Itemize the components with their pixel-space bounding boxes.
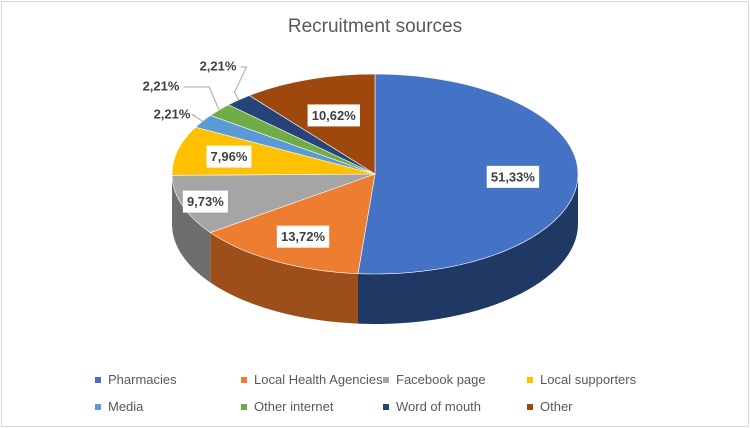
pie-slice-3 bbox=[171, 173, 376, 233]
data-label-7: 2,21% bbox=[200, 59, 237, 74]
data-label-5: 2,21% bbox=[154, 107, 191, 122]
pie-side-3 bbox=[172, 175, 211, 283]
pie-slice-1 bbox=[357, 73, 579, 275]
data-label-1: 51,33% bbox=[491, 169, 536, 184]
legend-label-4: Local supporters bbox=[540, 372, 637, 387]
legend-item-7: Word of mouth bbox=[383, 399, 481, 414]
leader-line-7 bbox=[234, 66, 248, 101]
pie-side-1 bbox=[357, 174, 578, 324]
legend-swatch-6 bbox=[241, 403, 247, 410]
chart-title: Recruitment sources bbox=[287, 16, 463, 37]
data-label-box-1 bbox=[486, 165, 540, 188]
legend-item-4: Local supporters bbox=[527, 372, 636, 387]
leader-line-6 bbox=[183, 86, 220, 111]
legend-label-3: Facebook page bbox=[396, 372, 486, 387]
legend-label-6: Other internet bbox=[254, 399, 334, 414]
legend-item-8: Other bbox=[527, 399, 573, 414]
legend-label-1: Pharmacies bbox=[108, 372, 177, 387]
data-label-8: 10,62% bbox=[312, 108, 357, 123]
legend-item-3: Facebook page bbox=[383, 372, 486, 387]
legend-swatch-8 bbox=[527, 403, 533, 410]
legend-item-5: Media bbox=[95, 399, 143, 414]
pie-side-walls bbox=[172, 174, 578, 324]
legend-item-1: Pharmacies bbox=[95, 372, 177, 387]
legend-swatch-2 bbox=[241, 376, 247, 383]
data-label-box-2 bbox=[276, 225, 330, 248]
data-label-4: 7,96% bbox=[211, 149, 248, 164]
data-label-box-4 bbox=[206, 145, 252, 168]
data-label-box-8 bbox=[307, 104, 360, 127]
data-label-3: 9,73% bbox=[187, 194, 224, 209]
data-label-box-3 bbox=[182, 190, 228, 213]
legend-label-2: Local Health Agencies bbox=[254, 372, 383, 387]
data-labels: 51,33% 13,72% 9,73% 7,96% 10,62% 2,21% 2,21% 2,… bbox=[143, 59, 540, 248]
pie-side-2 bbox=[210, 232, 358, 324]
pie-slice-2 bbox=[209, 173, 376, 274]
legend-item-2: Local Health Agencies bbox=[241, 372, 383, 387]
legend-item-6: Other internet bbox=[241, 399, 334, 414]
legend-swatch-5 bbox=[95, 403, 101, 410]
legend-swatch-1 bbox=[95, 376, 101, 383]
leader-line-5 bbox=[190, 114, 203, 122]
legend-label-7: Word of mouth bbox=[396, 399, 482, 414]
legend-label-8: Other bbox=[540, 399, 573, 414]
legend-swatch-7 bbox=[383, 403, 389, 410]
legend-label-5: Media bbox=[108, 399, 144, 414]
legend-swatch-4 bbox=[527, 376, 533, 383]
data-label-6: 2,21% bbox=[143, 79, 180, 94]
legend-swatch-3 bbox=[383, 376, 389, 383]
data-label-2: 13,72% bbox=[281, 229, 326, 244]
